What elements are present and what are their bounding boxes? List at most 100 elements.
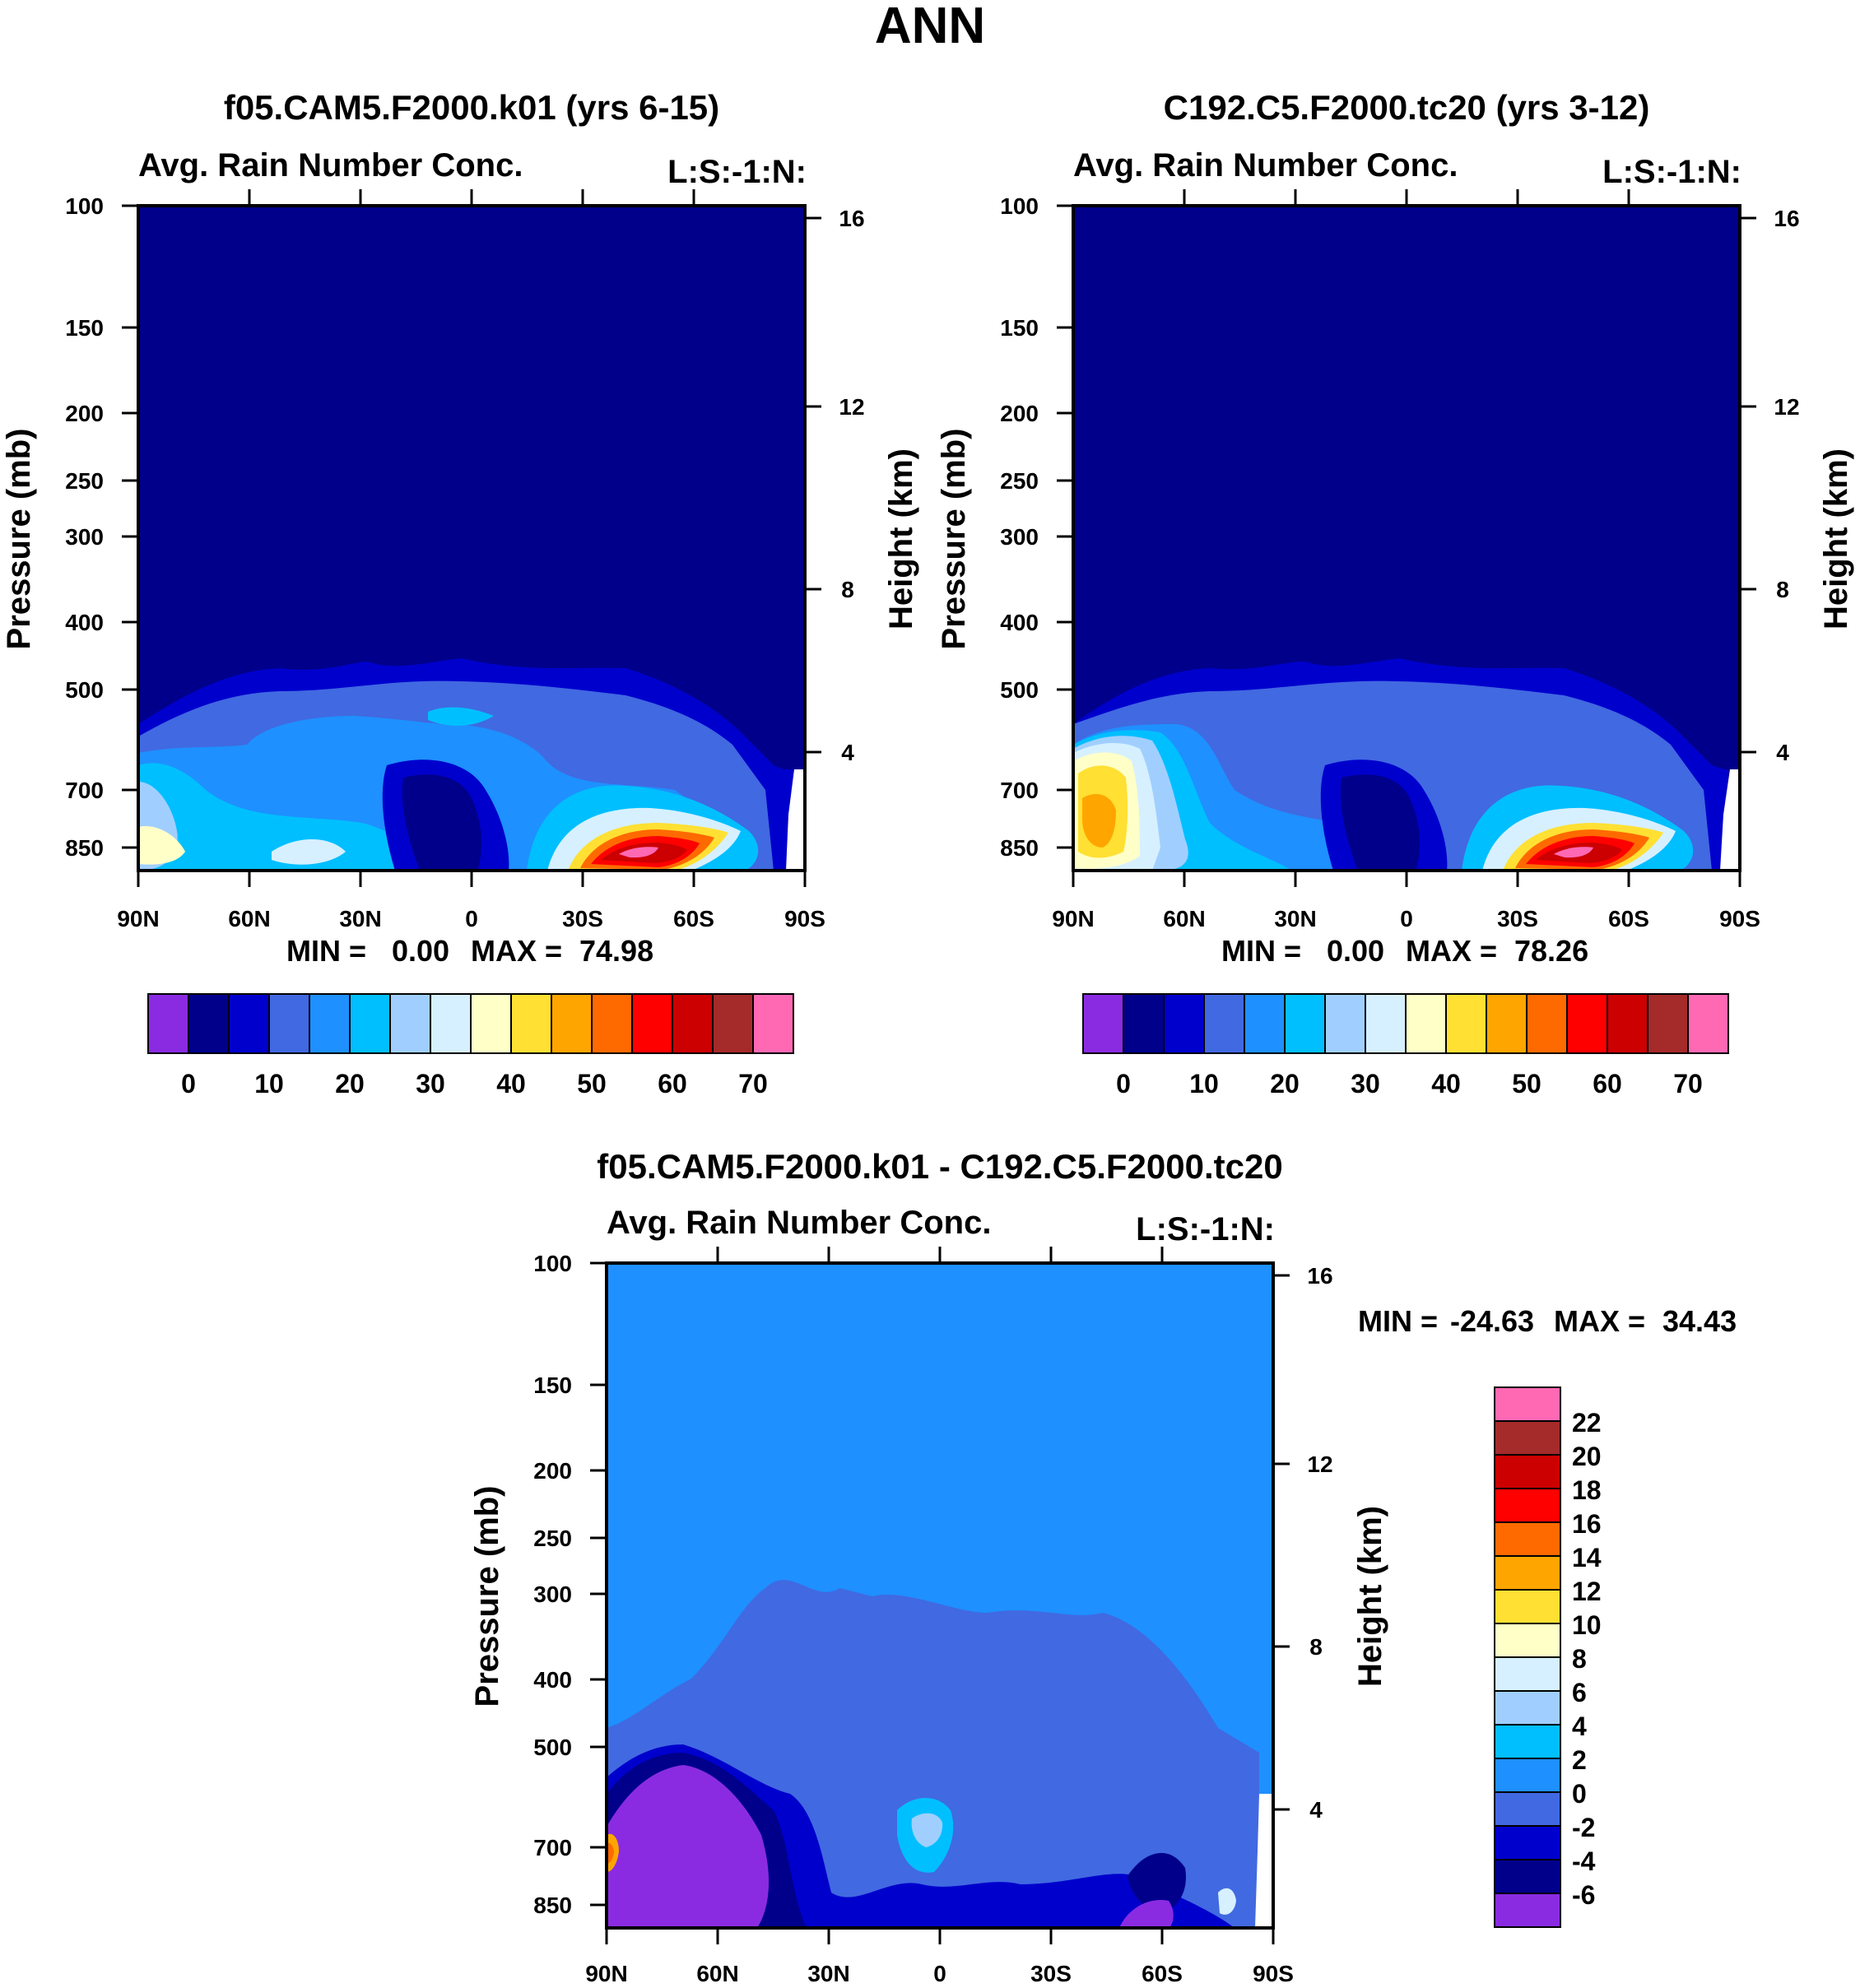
panel-title: f05.CAM5.F2000.k01 - C192.C5.F2000.tc20 bbox=[597, 1147, 1282, 1186]
colorbar-label: 10 bbox=[1189, 1069, 1219, 1099]
contour-band-sp-pos bbox=[1218, 1888, 1236, 1915]
colorbar-swatch bbox=[1494, 1386, 1561, 1422]
x-tick-label: 90S bbox=[1253, 1961, 1294, 1986]
x-tick-label: 90S bbox=[1719, 906, 1760, 931]
colorbar: 0 10 20 30 40 50 60 70 bbox=[1082, 993, 1729, 1099]
colorbar: 22 20 18 16 14 12 10 8 6 4 2 0 -2 -4 -6 bbox=[1494, 1386, 1602, 1928]
colorbar-label: 16 bbox=[1572, 1509, 1602, 1539]
y-tick-label: 400 bbox=[65, 610, 104, 635]
y-tick-label: 300 bbox=[1000, 524, 1039, 550]
y-axis-label: Pressure (mb) bbox=[936, 429, 972, 650]
missing-data-region bbox=[1255, 1794, 1273, 1928]
y-tick-label: 250 bbox=[65, 468, 104, 494]
colorbar-swatch bbox=[1494, 1758, 1561, 1793]
y-tick-label: 200 bbox=[65, 401, 104, 426]
colorbar-swatch bbox=[1365, 993, 1407, 1054]
colorbar-label: 20 bbox=[1572, 1442, 1602, 1471]
max-label: MAX = bbox=[471, 934, 562, 968]
x-tick-label: 0 bbox=[933, 1961, 946, 1986]
colorbar-label: 50 bbox=[577, 1069, 607, 1099]
contour-field bbox=[138, 206, 805, 871]
y-tick-label: 300 bbox=[65, 524, 104, 550]
y-tick-labels: 100 150 200 250 300 400 500 700 850 bbox=[65, 193, 104, 861]
colorbar-label: -2 bbox=[1572, 1813, 1595, 1842]
x-tick-label: 30N bbox=[807, 1961, 849, 1986]
colorbar-swatch bbox=[1203, 993, 1245, 1054]
colorbar-swatch bbox=[1494, 1724, 1561, 1759]
colorbar-label: 2 bbox=[1572, 1745, 1587, 1775]
missing-data-region bbox=[786, 769, 805, 871]
colorbar-labels: 22 20 18 16 14 12 10 8 6 4 2 0 -2 -4 -6 bbox=[1572, 1408, 1602, 1910]
y-tick-label: 850 bbox=[533, 1893, 572, 1918]
y-axis-label: Pressure (mb) bbox=[469, 1486, 505, 1707]
x-tick-label: 60S bbox=[673, 906, 714, 931]
min-label: MIN = bbox=[1358, 1304, 1438, 1338]
y-right-tick-label: 16 bbox=[839, 206, 864, 231]
y-right-tick-label: 8 bbox=[1309, 1634, 1323, 1660]
colorbar-swatch bbox=[631, 993, 673, 1054]
colorbar-label: 0 bbox=[181, 1069, 196, 1099]
y-right-tick-labels: 16 12 8 4 bbox=[1774, 206, 1799, 765]
colorbar-swatch bbox=[1494, 1420, 1561, 1456]
panel-title: f05.CAM5.F2000.k01 (yrs 6-15) bbox=[224, 88, 719, 127]
colorbar-label: 6 bbox=[1572, 1678, 1587, 1707]
colorbar-swatches bbox=[147, 993, 794, 1054]
colorbar-label: 20 bbox=[335, 1069, 365, 1099]
panel-title: C192.C5.F2000.tc20 (yrs 3-12) bbox=[1164, 88, 1650, 127]
colorbar-swatch bbox=[268, 993, 310, 1054]
x-tick-label: 30S bbox=[1497, 906, 1538, 931]
y-right-tick-label: 8 bbox=[1776, 577, 1789, 602]
colorbar-swatch bbox=[1445, 993, 1487, 1054]
y-right-tick-label: 4 bbox=[1776, 740, 1789, 765]
colorbar-label: 4 bbox=[1572, 1712, 1587, 1741]
y-tick-label: 150 bbox=[65, 315, 104, 341]
x-tick-label: 30S bbox=[562, 906, 603, 931]
panel-subtitle-right: L:S:-1:N: bbox=[1602, 154, 1741, 190]
colorbar-swatch bbox=[1123, 993, 1165, 1054]
colorbar-label: 40 bbox=[1431, 1069, 1461, 1099]
contour-band-sh-neg4 bbox=[1128, 1852, 1186, 1913]
x-tick-label: 30N bbox=[339, 906, 381, 931]
y-right-tick-labels: 16 12 8 4 bbox=[839, 206, 864, 765]
colorbar-swatch bbox=[1494, 1690, 1561, 1726]
colorbar-swatch bbox=[1494, 1521, 1561, 1557]
x-tick-label: 60N bbox=[228, 906, 270, 931]
colorbar-swatch bbox=[349, 993, 391, 1054]
colorbar-swatch bbox=[1494, 1454, 1561, 1489]
colorbar-label: -4 bbox=[1572, 1846, 1596, 1876]
min-value: -24.63 bbox=[1450, 1304, 1534, 1338]
contour-band-sh-neg6 bbox=[1119, 1900, 1174, 1928]
colorbar-swatch bbox=[1494, 1589, 1561, 1624]
y-tick-label: 700 bbox=[1000, 778, 1039, 803]
contour-band-50 bbox=[1082, 794, 1116, 848]
contour-band-sh-70 bbox=[619, 847, 658, 858]
missing-data-region bbox=[1720, 769, 1740, 871]
colorbar-swatch bbox=[188, 993, 230, 1054]
panel-subtitle: Avg. Rain Number Conc. bbox=[1073, 147, 1458, 183]
y-right-tick-label: 8 bbox=[841, 577, 854, 602]
y-tick-label: 500 bbox=[65, 677, 104, 703]
colorbar-label: 70 bbox=[1673, 1069, 1703, 1099]
y-tick-label: 150 bbox=[533, 1373, 572, 1398]
y-tick-label: 300 bbox=[533, 1582, 572, 1607]
colorbar-swatch bbox=[1566, 993, 1608, 1054]
x-tick-label: 0 bbox=[465, 906, 478, 931]
y-right-tick-label: 4 bbox=[841, 740, 854, 765]
y-right-axis-label: Height (km) bbox=[883, 448, 919, 629]
y-tick-label: 500 bbox=[533, 1735, 572, 1760]
x-tick-labels: 90N 60N 30N 0 30S 60S 90S bbox=[585, 1961, 1294, 1986]
x-tick-label: 90S bbox=[784, 906, 825, 931]
contour-field bbox=[607, 1263, 1273, 1928]
colorbar-label: 70 bbox=[738, 1069, 768, 1099]
x-tick-label: 30S bbox=[1030, 1961, 1072, 1986]
contour-band-20 bbox=[138, 763, 461, 871]
y-right-tick-label: 12 bbox=[1774, 394, 1799, 420]
colorbar-swatch bbox=[1494, 1623, 1561, 1658]
x-tick-label: 60S bbox=[1608, 906, 1649, 931]
y-right-tick-label: 12 bbox=[839, 394, 864, 420]
y-tick-label: 850 bbox=[65, 835, 104, 861]
colorbar: 0 10 20 30 40 50 60 70 bbox=[147, 993, 794, 1099]
stats-line: MIN = 0.00 MAX = 74.98 bbox=[286, 934, 653, 968]
y-tick-label: 700 bbox=[533, 1835, 572, 1860]
colorbar-swatch bbox=[1284, 993, 1326, 1054]
